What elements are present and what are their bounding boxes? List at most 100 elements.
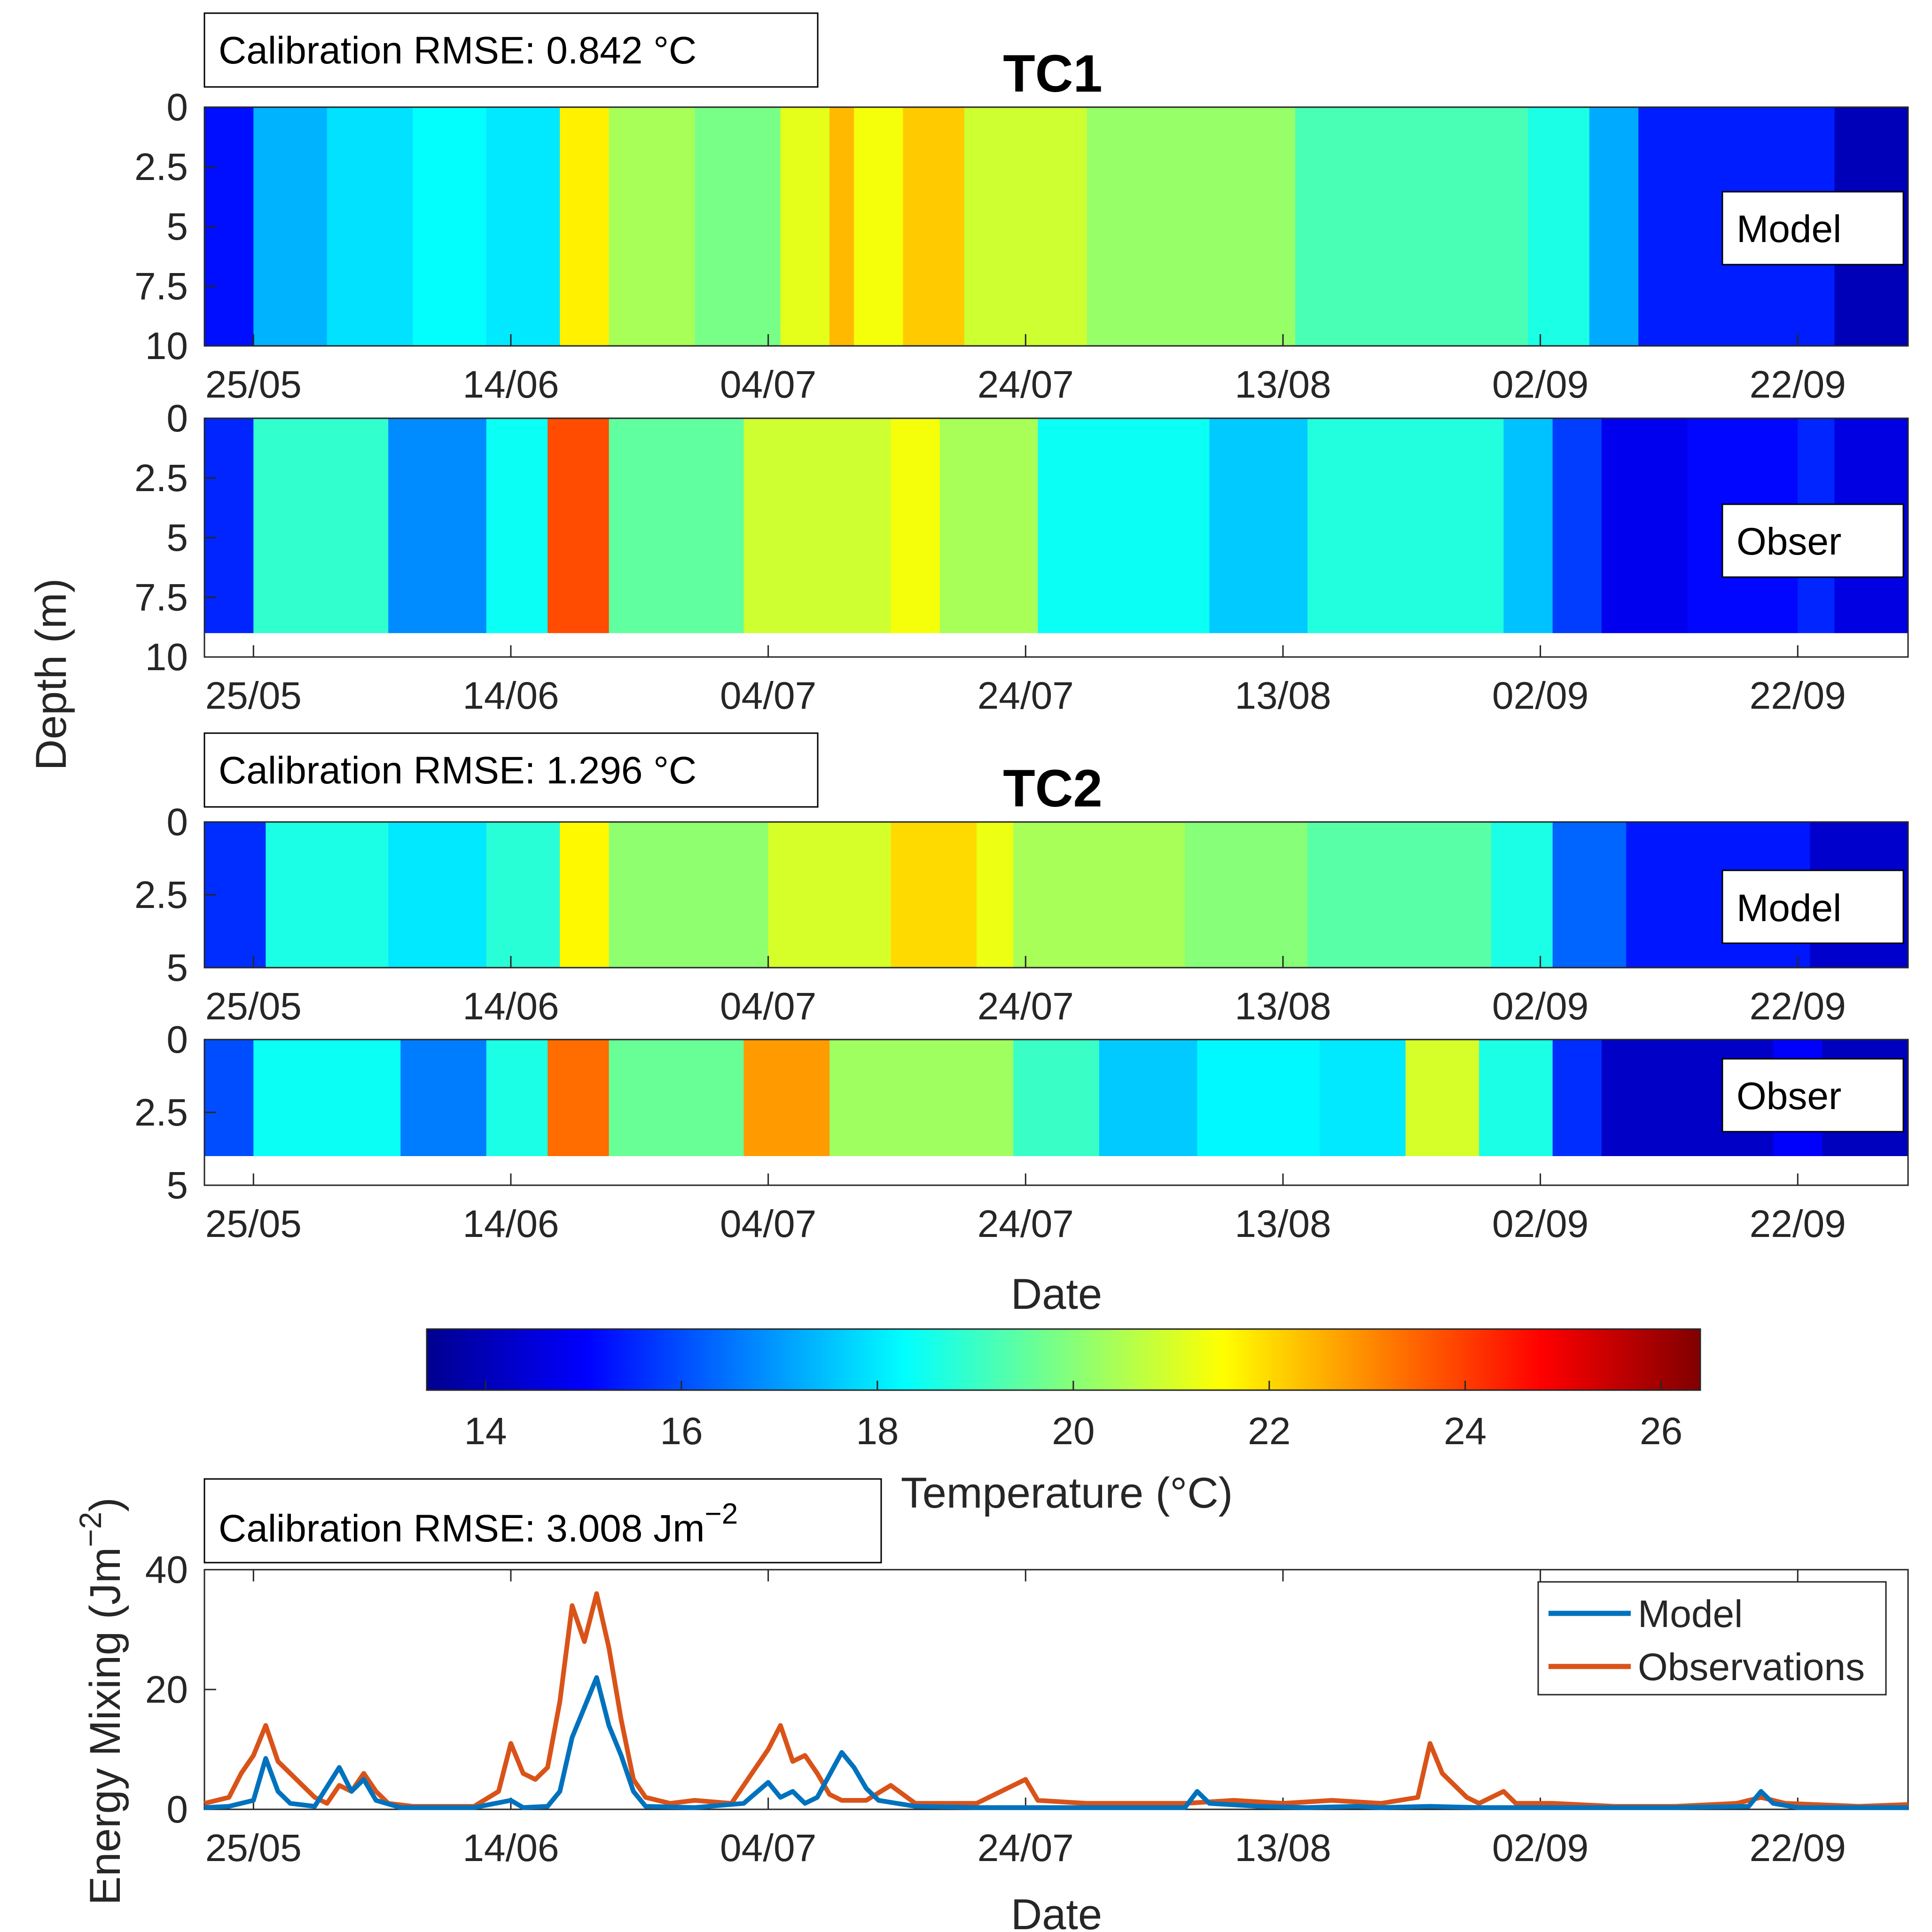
tc1-rmse-box bbox=[203, 12, 819, 88]
heat-band bbox=[1589, 107, 1639, 346]
tc2-model-label-box bbox=[1721, 869, 1904, 944]
heat-band bbox=[1209, 418, 1308, 634]
heat-band bbox=[204, 418, 254, 634]
y-tick-label: 2.5 bbox=[134, 874, 188, 916]
heat-band bbox=[253, 418, 389, 634]
tc1-rmse-text: Calibration RMSE: 0.842 °C bbox=[219, 29, 696, 72]
heat-band bbox=[903, 107, 965, 346]
tc2-title: TC2 bbox=[1003, 759, 1103, 818]
x-tick-label: 13/08 bbox=[1235, 985, 1331, 1028]
energy-ylabel-sup: −2 bbox=[73, 1512, 108, 1547]
tc1-model-yticks: 0 2.5 5 7.5 10 bbox=[134, 86, 216, 368]
heat-band bbox=[1503, 418, 1553, 634]
tc1-model-heatmap bbox=[204, 107, 1909, 346]
tc1-obs-label-box bbox=[1721, 503, 1904, 578]
heat-band bbox=[1552, 822, 1627, 968]
tc2-obs-label-box bbox=[1721, 1058, 1904, 1133]
series-line-model bbox=[204, 1675, 1908, 1810]
energy-x-tick-label: 25/05 bbox=[205, 1827, 302, 1869]
energy-x-tick-label: 02/09 bbox=[1492, 1827, 1588, 1869]
x-tick-label: 13/08 bbox=[1235, 1203, 1331, 1245]
heat-band bbox=[486, 107, 561, 346]
heat-band bbox=[204, 1040, 254, 1156]
heat-band bbox=[939, 418, 1039, 634]
heat-band bbox=[560, 822, 610, 968]
tc2-obs-heatmap bbox=[204, 1040, 1909, 1156]
heat-band bbox=[891, 822, 977, 968]
tc2-obs-label: Obser bbox=[1736, 1075, 1841, 1118]
heat-band bbox=[1087, 107, 1296, 346]
heat-band bbox=[486, 1040, 548, 1156]
tc2-rmse-box bbox=[203, 732, 819, 808]
x-tick-label: 13/08 bbox=[1235, 363, 1331, 406]
y-tick-label: 0 bbox=[166, 1018, 188, 1061]
x-tick-label: 14/06 bbox=[462, 1203, 559, 1245]
x-tick-label: 14/06 bbox=[462, 985, 559, 1028]
x-tick-label: 22/09 bbox=[1750, 1203, 1846, 1245]
tc2-obs-yticks: 02.55 bbox=[134, 1018, 216, 1207]
energy-x-tick-label: 24/07 bbox=[978, 1827, 1074, 1869]
energy-x-tick-label: 14/06 bbox=[462, 1827, 559, 1869]
heat-band bbox=[400, 1040, 487, 1156]
y-tick-label: 5 bbox=[166, 946, 188, 989]
heat-band bbox=[976, 822, 1014, 968]
heat-band bbox=[743, 1040, 830, 1156]
heat-band bbox=[1099, 1040, 1198, 1156]
tc1-obs-xticks: 25/05 14/06 04/07 24/07 13/08 02/09 22/09 bbox=[205, 645, 1846, 717]
colorbar-tick-label: 16 bbox=[660, 1410, 703, 1453]
heat-band bbox=[964, 107, 1087, 346]
heat-band bbox=[1602, 418, 1688, 634]
heat-band bbox=[486, 418, 548, 634]
colorbar-tick-label: 20 bbox=[1052, 1410, 1095, 1453]
heat-band bbox=[1479, 1040, 1553, 1156]
colorbar-ticks: 14 16 18 20 22 24 26 bbox=[464, 1381, 1682, 1453]
x-tick-label: 13/08 bbox=[1235, 674, 1331, 717]
energy-rmse-sup: −2 bbox=[705, 1498, 738, 1530]
legend-obs-label: Observations bbox=[1638, 1646, 1865, 1689]
x-tick-label: 02/09 bbox=[1492, 674, 1588, 717]
heat-band bbox=[1013, 1040, 1100, 1156]
x-tick-label: 22/09 bbox=[1750, 674, 1846, 717]
tc1-obs-label: Obser bbox=[1736, 520, 1841, 563]
heat-band bbox=[1185, 822, 1308, 968]
heatmap-date-label: Date bbox=[1011, 1270, 1102, 1318]
energy-ylabel-main: Energy Mixing (Jm bbox=[81, 1547, 129, 1905]
y-tick-label: 0 bbox=[166, 397, 188, 440]
heat-band bbox=[609, 822, 769, 968]
energy-ylabel: Energy Mixing (Jm−2) bbox=[73, 1497, 129, 1905]
tc2-obs-xticks: 25/05 14/06 04/07 24/07 13/08 02/09 22/09 bbox=[205, 1173, 1846, 1245]
colorbar-tick-label: 14 bbox=[464, 1410, 507, 1453]
x-tick-label: 25/05 bbox=[205, 985, 302, 1028]
colorbar-label: Temperature (°C) bbox=[901, 1469, 1233, 1517]
energy-xticks: 25/05 14/06 04/07 24/07 13/08 02/09 22/09 bbox=[205, 1570, 1846, 1869]
energy-y-tick-label: 0 bbox=[166, 1788, 188, 1831]
x-tick-label: 24/07 bbox=[978, 363, 1074, 406]
x-tick-label: 24/07 bbox=[978, 985, 1074, 1028]
heat-band bbox=[829, 1040, 1014, 1156]
heat-band bbox=[768, 822, 892, 968]
heat-band bbox=[560, 107, 610, 346]
heat-band bbox=[780, 107, 830, 346]
tc2-model-yticks: 02.55 bbox=[134, 801, 216, 989]
heat-band bbox=[1038, 418, 1210, 634]
y-tick-label: 2.5 bbox=[134, 146, 188, 188]
tc2-model-panel: Calibration RMSE: 1.296 °C TC2 02.55 25/… bbox=[134, 732, 1909, 1028]
tc1-obs-heatmap bbox=[204, 418, 1909, 634]
heat-band bbox=[1307, 822, 1492, 968]
colorbar-tick-label: 24 bbox=[1444, 1410, 1486, 1453]
heat-band bbox=[1320, 1040, 1406, 1156]
heat-band bbox=[1552, 418, 1603, 634]
y-tick-label: 5 bbox=[166, 516, 188, 559]
heat-band bbox=[1405, 1040, 1480, 1156]
tc1-model-label-box bbox=[1721, 191, 1904, 266]
colorbar-tick-label: 26 bbox=[1640, 1410, 1682, 1453]
heat-band bbox=[1197, 1040, 1321, 1156]
x-tick-label: 04/07 bbox=[720, 674, 816, 717]
heat-band bbox=[854, 107, 904, 346]
heat-band bbox=[548, 418, 610, 634]
tc1-obs-yticks: 0 2.5 5 7.5 10 bbox=[134, 397, 216, 679]
x-tick-label: 04/07 bbox=[720, 1203, 816, 1245]
y-tick-label: 0 bbox=[166, 86, 188, 129]
y-tick-label: 7.5 bbox=[134, 265, 188, 308]
